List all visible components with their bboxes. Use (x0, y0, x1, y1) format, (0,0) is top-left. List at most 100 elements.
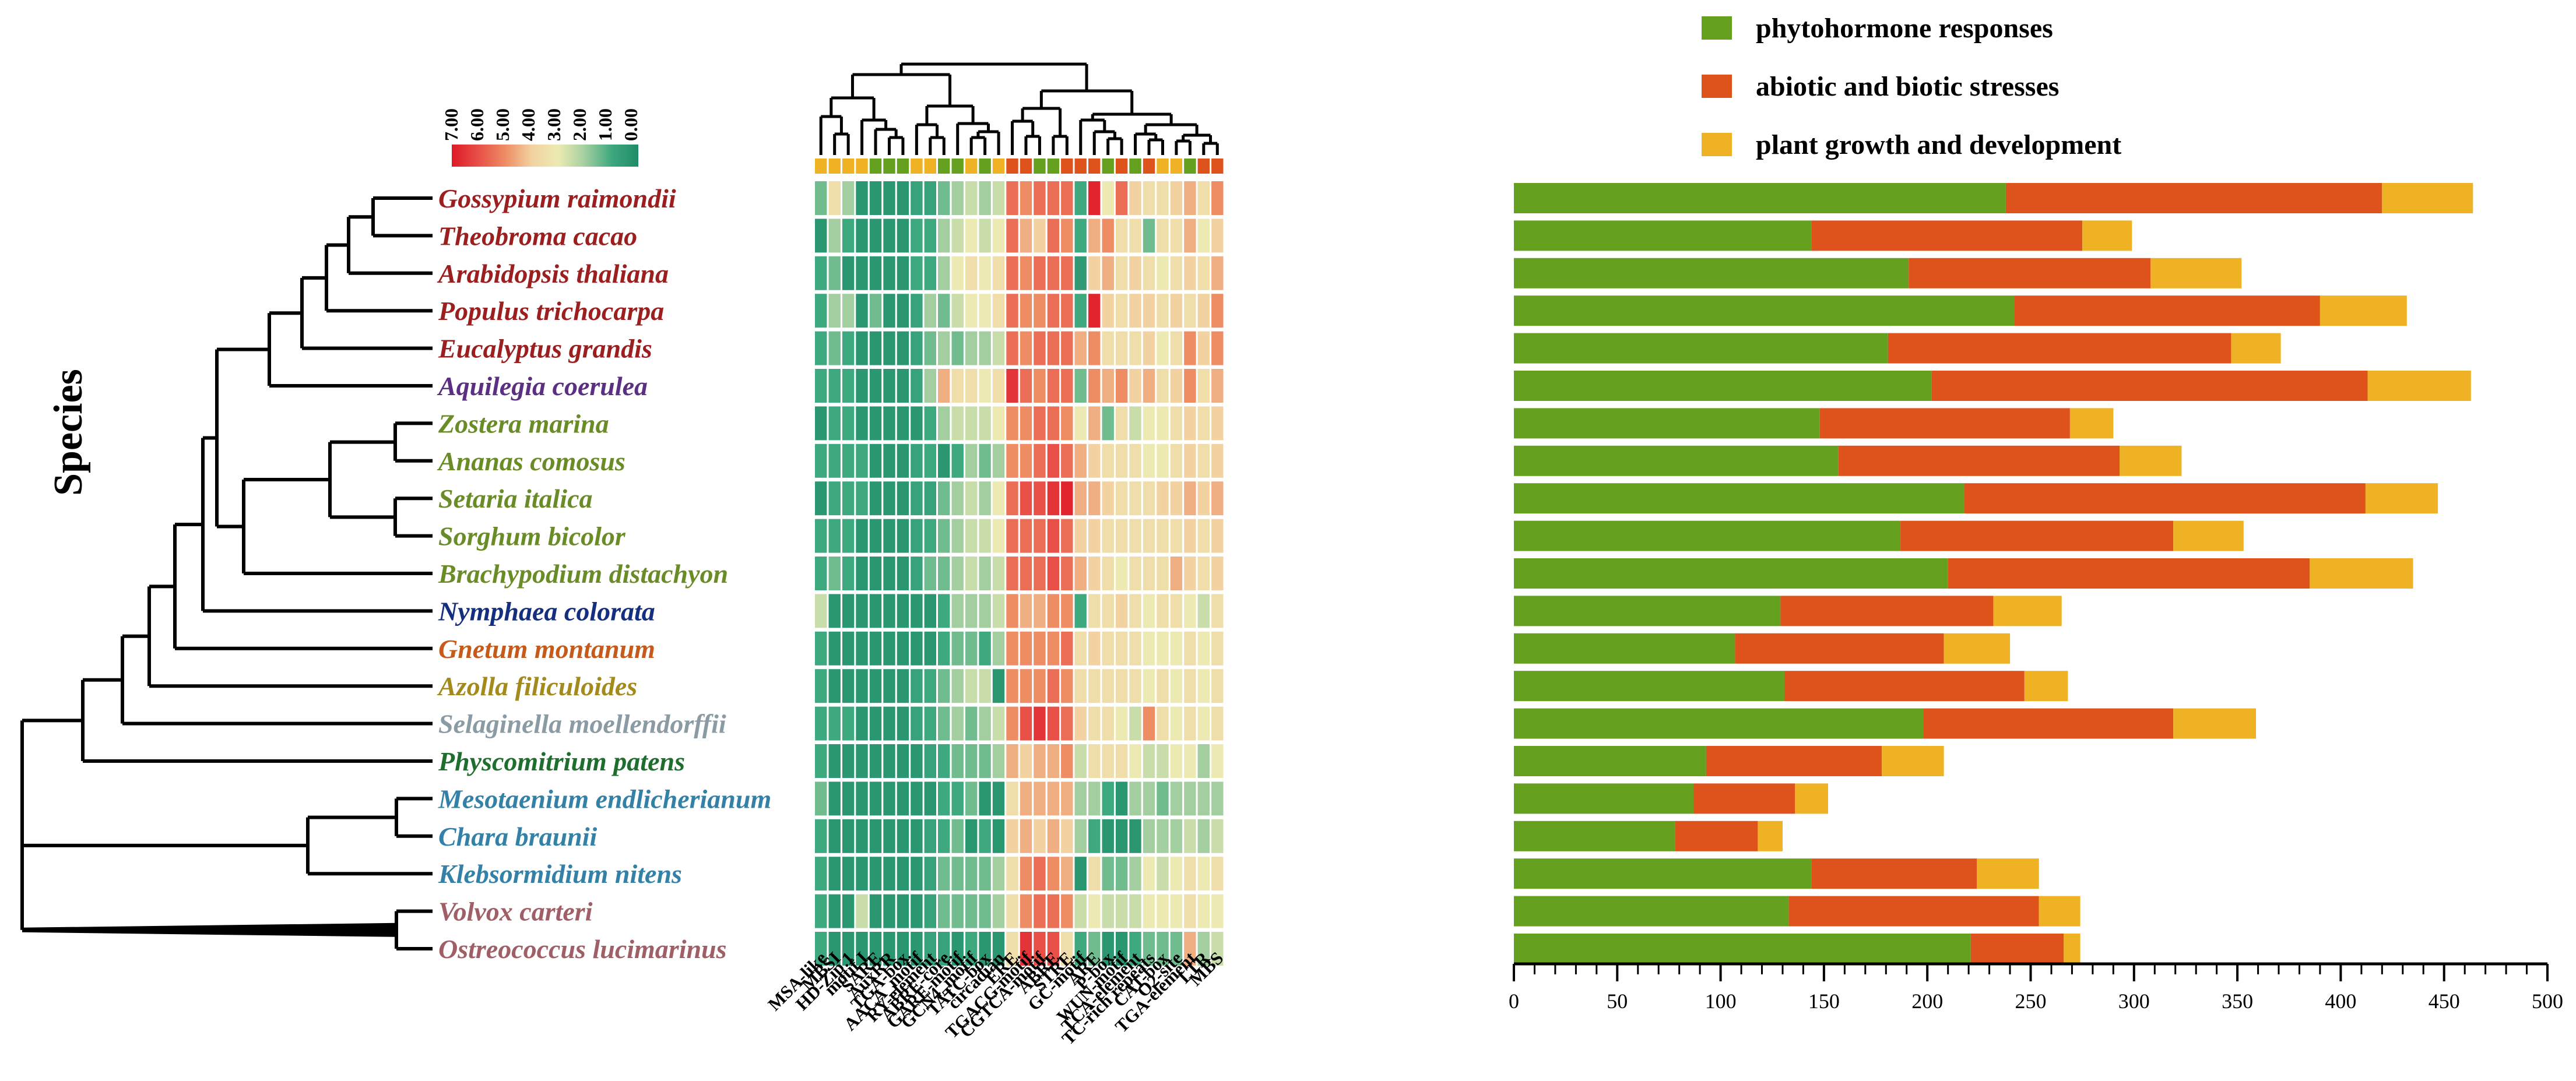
bar-segment (1514, 821, 1675, 851)
column-category-cell (828, 159, 841, 174)
heatmap-cell (965, 294, 978, 328)
column-category-cell (897, 159, 909, 174)
heatmap-cell (1047, 669, 1060, 703)
column-category-cell (1088, 159, 1101, 174)
heatmap-cell (938, 406, 950, 441)
heatmap-cell (1197, 181, 1210, 215)
heatmap-cell (1157, 369, 1169, 403)
heatmap-cell (828, 857, 841, 891)
heatmap-cell (1006, 819, 1018, 853)
heatmap-cell (1115, 819, 1128, 853)
heatmap-cell (897, 594, 909, 628)
color-scale-bar (452, 145, 638, 167)
heatmap-cell (1157, 631, 1169, 665)
heatmap-cell (1115, 519, 1128, 553)
heatmap-cell (1020, 594, 1032, 628)
column-category-cell (951, 159, 964, 174)
heatmap-cell (815, 706, 827, 741)
heatmap-cell (1143, 857, 1155, 891)
heatmap-cell (1211, 406, 1224, 441)
heatmap-cell (911, 331, 923, 365)
x-tick-label: 250 (2015, 990, 2047, 1013)
x-tick-label: 50 (1607, 990, 1628, 1013)
heatmap-cell (951, 744, 964, 778)
heatmap-cell (911, 631, 923, 665)
bar-segment (1514, 445, 1839, 476)
heatmap-cell (992, 744, 1005, 778)
heatmap-cell (1211, 443, 1224, 478)
heatmap-cell (856, 181, 868, 215)
heatmap-cell (842, 819, 855, 853)
bar-segment (1795, 783, 1828, 814)
heatmap-cell (1102, 519, 1114, 553)
bar-segment (1514, 183, 2006, 213)
heatmap-cell (1102, 631, 1114, 665)
legend-swatch (1702, 16, 1732, 40)
heatmap-cell (1184, 294, 1196, 328)
heatmap-cell (1115, 294, 1128, 328)
heatmap-cell (1034, 744, 1046, 778)
heatmap-cell (1197, 557, 1210, 590)
heatmap-cell (856, 294, 868, 328)
heatmap-cell (1047, 557, 1060, 590)
heatmap-cell (1006, 706, 1018, 741)
heatmap-cell (1061, 631, 1073, 665)
species-label: Ostreococcus lucimarinus (438, 934, 727, 964)
heatmap-cell (1157, 557, 1169, 590)
species-label: Setaria italica (438, 484, 593, 513)
heatmap-cell (1074, 669, 1087, 703)
heatmap-cell (856, 443, 868, 478)
heatmap-cell (1034, 181, 1046, 215)
bar-segment (2064, 934, 2081, 964)
heatmap-cell (911, 481, 923, 516)
heatmap-cell (938, 294, 950, 328)
heatmap-cell (1074, 369, 1087, 403)
heatmap-cell (1211, 857, 1224, 891)
x-tick-label: 100 (1705, 990, 1737, 1013)
heatmap-cell (869, 256, 882, 290)
heatmap-cell (1197, 256, 1210, 290)
heatmap-cell (897, 406, 909, 441)
heatmap-cell (1184, 932, 1196, 966)
heatmap-cell (1088, 932, 1101, 966)
heatmap-cell (1074, 519, 1087, 553)
column-category-strip (815, 159, 1224, 174)
heatmap-cell (924, 406, 936, 441)
x-tick-label: 500 (2532, 990, 2563, 1013)
heatmap-cell (1088, 181, 1101, 215)
heatmap-cell (883, 557, 895, 590)
heatmap-cell (1034, 857, 1046, 891)
heatmap-cell (1034, 819, 1046, 853)
heatmap-cell (1184, 669, 1196, 703)
bar-segment (1784, 671, 2025, 702)
column-category-cell (1047, 159, 1060, 174)
heatmap-cell (897, 219, 909, 253)
heatmap-cell (965, 256, 978, 290)
bar-segment (2069, 408, 2114, 439)
heatmap-cell (1143, 894, 1155, 928)
heatmap-cell (938, 631, 950, 665)
species-label: Arabidopsis thaliana (437, 259, 669, 288)
heatmap-cell (1143, 706, 1155, 741)
heatmap-cell (1020, 819, 1032, 853)
heatmap-cell (842, 181, 855, 215)
heatmap-cell (1061, 219, 1073, 253)
heatmap-cell (1197, 369, 1210, 403)
bar-segment (1514, 934, 1971, 964)
heatmap-cell (1102, 706, 1114, 741)
bar-segment (2367, 371, 2471, 401)
species-label: Aquilegia coerulea (437, 371, 648, 401)
heatmap-cell (815, 781, 827, 816)
heatmap-cell (1129, 819, 1141, 853)
heatmap-cell (856, 744, 868, 778)
heatmap-cell (979, 369, 991, 403)
heatmap-cell (965, 181, 978, 215)
heatmap-cell (1170, 857, 1183, 891)
heatmap-cell (815, 443, 827, 478)
heatmap-cell (979, 406, 991, 441)
heatmap-cell (897, 294, 909, 328)
bar-segment (1780, 596, 1994, 626)
heatmap-cell (1129, 669, 1141, 703)
heatmap-cell (1129, 932, 1141, 966)
heatmap-cell (1006, 744, 1018, 778)
